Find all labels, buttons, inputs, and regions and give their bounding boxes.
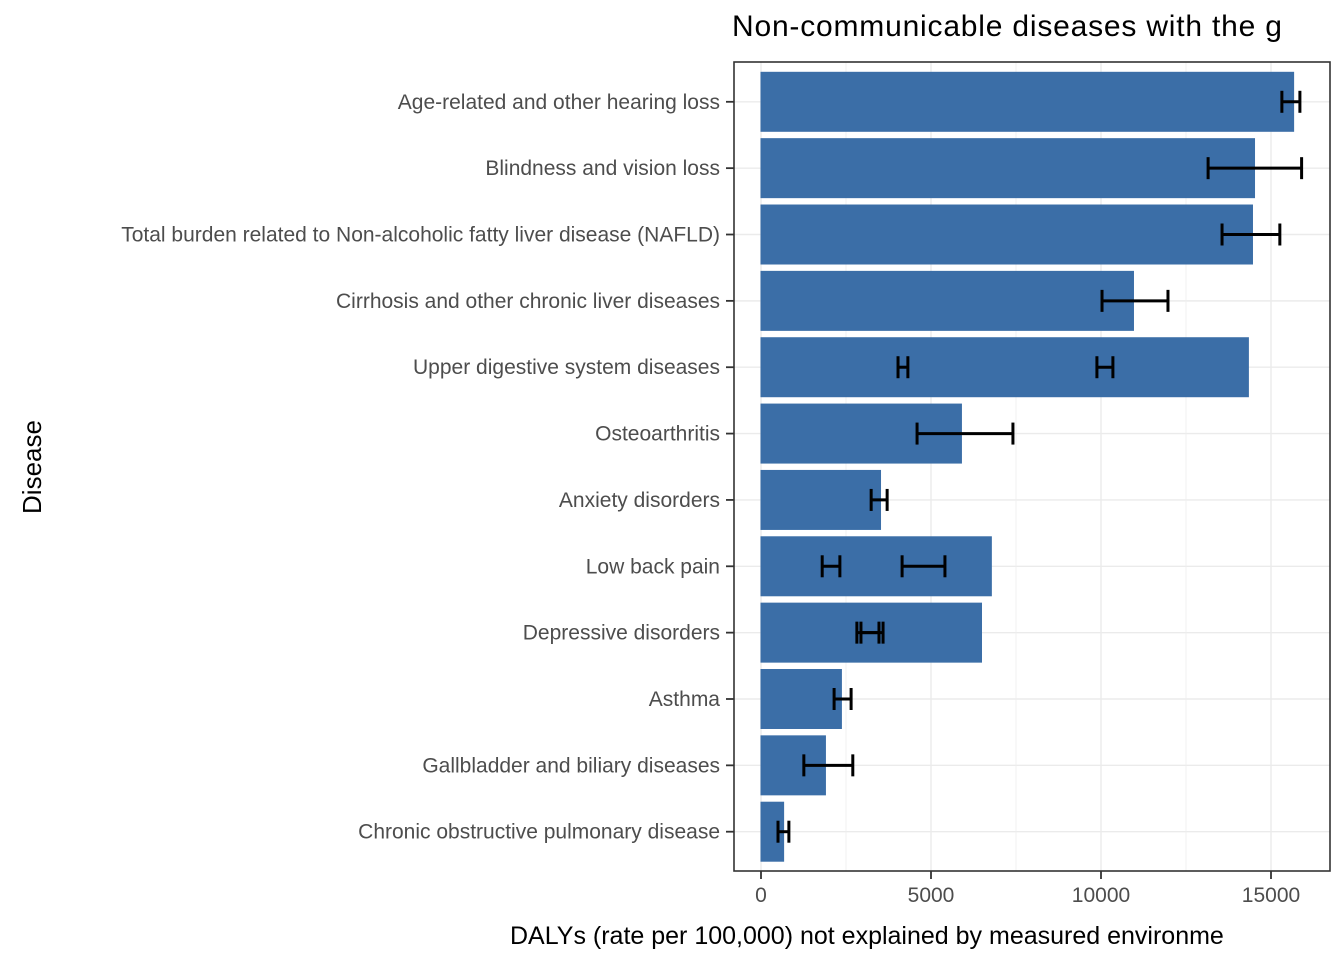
y-tick-label: Depressive disorders [523, 622, 720, 645]
bar [760, 71, 1295, 132]
y-tick-label: Low back pain [586, 555, 720, 578]
y-tick-label: Age-related and other hearing loss [398, 91, 720, 114]
x-tick-label: 15000 [1242, 884, 1300, 907]
y-tick-label: Anxiety disorders [559, 489, 720, 512]
x-axis-title: DALYs (rate per 100,000) not explained b… [510, 922, 1224, 950]
bar [760, 337, 1249, 398]
bar [760, 138, 1256, 199]
y-tick-label: Upper digestive system diseases [413, 356, 720, 379]
y-tick-label: Blindness and vision loss [485, 157, 720, 180]
bar [760, 270, 1134, 331]
y-tick-label: Gallbladder and biliary diseases [422, 754, 720, 777]
y-tick-label: Osteoarthritis [595, 423, 720, 446]
x-tick-label: 10000 [1072, 884, 1130, 907]
bar [760, 469, 882, 530]
bar [760, 536, 992, 597]
y-tick-label: Asthma [649, 688, 721, 711]
y-axis-title-wrap: Disease [17, 415, 47, 519]
y-tick-label: Cirrhosis and other chronic liver diseas… [336, 290, 720, 313]
y-tick-label: Chronic obstructive pulmonary disease [358, 821, 720, 844]
bar [760, 801, 785, 862]
y-axis-title: Disease [17, 420, 47, 514]
chart-title: Non-communicable diseases with the g [732, 10, 1283, 43]
bar [760, 204, 1253, 265]
y-tick-label: Total burden related to Non-alcoholic fa… [121, 224, 720, 247]
panel-border [733, 61, 1331, 872]
x-tick-label: 5000 [908, 884, 955, 907]
x-tick-label: 0 [755, 884, 767, 907]
bar [760, 668, 842, 729]
